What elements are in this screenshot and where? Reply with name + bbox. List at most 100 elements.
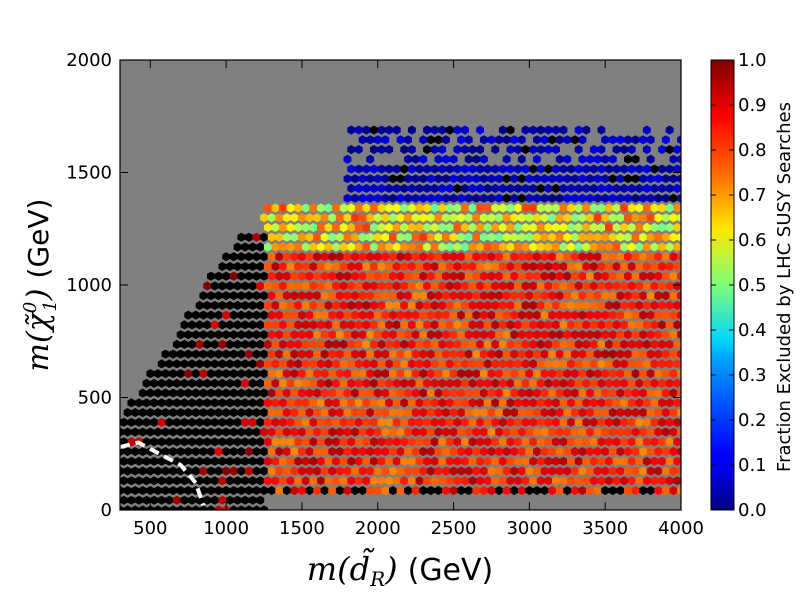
hex-bin: [423, 164, 431, 174]
hex-bin: [646, 447, 655, 457]
hex-bin: [222, 466, 231, 476]
hex-bin: [188, 417, 196, 427]
hex-bin: [362, 398, 371, 408]
hex-bin: [309, 300, 318, 310]
hex-bin: [150, 378, 159, 388]
hex-bin: [229, 447, 238, 457]
hex-bin: [154, 505, 162, 510]
hex-bin: [218, 476, 227, 486]
hex-bin: [404, 252, 412, 262]
hex-bin: [180, 378, 189, 388]
hex-bin: [396, 427, 405, 437]
hex-bin: [661, 486, 670, 496]
hex-bin: [605, 378, 613, 388]
hex-bin: [161, 466, 170, 476]
hex-bin: [567, 339, 575, 349]
hex-bin: [658, 281, 666, 291]
x-tick-label: 3500: [582, 518, 628, 539]
hex-bin: [498, 456, 507, 466]
hex-bin: [658, 222, 666, 232]
hex-bin: [279, 320, 287, 330]
hex-bin: [514, 476, 522, 486]
hex-bin: [646, 291, 655, 301]
hex-bin: [434, 486, 443, 496]
hex-bin: [237, 310, 246, 320]
hex-bin: [218, 398, 227, 408]
hex-bin: [392, 359, 401, 369]
hex-bin: [646, 135, 655, 145]
hex-bin: [279, 281, 287, 291]
hex-bin: [324, 339, 333, 349]
hex-bin: [157, 456, 166, 466]
hex-bin: [351, 427, 359, 437]
hex-bin: [665, 378, 674, 388]
hex-bin: [404, 330, 412, 340]
hex-bin: [267, 486, 276, 496]
hex-bin: [608, 174, 617, 184]
hex-bin: [207, 408, 215, 418]
hex-bin: [552, 125, 560, 135]
hex-bin: [586, 466, 594, 476]
hex-bin: [188, 495, 196, 505]
hex-bin: [298, 271, 306, 281]
hex-bin: [324, 476, 333, 486]
hex-bin: [544, 320, 553, 330]
hex-bin: [612, 222, 621, 232]
hex-bin: [339, 281, 348, 291]
hex-bin: [567, 242, 575, 252]
hex-bin: [483, 359, 492, 369]
hex-bin: [639, 310, 647, 320]
hex-bin: [370, 300, 378, 310]
hex-bin: [237, 408, 246, 418]
hex-bin: [237, 369, 246, 379]
hex-bin: [407, 300, 416, 310]
hex-bin: [453, 125, 462, 135]
hex-bin: [514, 222, 522, 232]
hex-bin: [226, 398, 234, 408]
hex-bin: [548, 349, 557, 359]
hex-bin: [646, 388, 655, 398]
hex-bin: [195, 437, 204, 447]
hex-bin: [582, 417, 591, 427]
hex-bin: [533, 291, 541, 301]
hex-bin: [222, 427, 231, 437]
hexbin-layer: [120, 125, 681, 510]
hex-bin: [396, 369, 405, 379]
hex-bin: [567, 222, 575, 232]
hex-bin: [275, 388, 284, 398]
hex-bin: [298, 388, 306, 398]
hex-bin: [453, 417, 462, 427]
hex-bin: [426, 310, 435, 320]
hex-bin: [472, 291, 481, 301]
hex-bin: [654, 330, 663, 340]
hex-bin: [343, 252, 352, 262]
hex-bin: [180, 456, 189, 466]
hex-bin: [654, 252, 663, 262]
hex-bin: [146, 388, 155, 398]
hex-bin: [612, 281, 621, 291]
hex-bin: [381, 193, 390, 203]
hex-bin: [313, 408, 322, 418]
hex-bin: [358, 291, 367, 301]
hex-bin: [544, 145, 553, 155]
hex-bin: [241, 359, 249, 369]
hex-bin: [229, 271, 238, 281]
hex-bin: [188, 456, 196, 466]
hex-bin: [165, 359, 174, 369]
hex-bin: [248, 456, 257, 466]
hex-bin: [627, 261, 636, 271]
hex-bin: [203, 300, 212, 310]
hex-bin: [589, 339, 598, 349]
hex-bin: [241, 417, 249, 427]
hex-bin: [517, 408, 526, 418]
hex-bin: [555, 135, 564, 145]
hex-bin: [540, 427, 549, 437]
hex-bin: [589, 242, 598, 252]
hex-bin: [426, 135, 435, 145]
hex-bin: [552, 203, 560, 213]
hex-bin: [544, 203, 553, 213]
hex-bin: [358, 388, 367, 398]
hex-bin: [536, 183, 545, 193]
hex-bin: [521, 125, 530, 135]
hex-bin: [339, 437, 348, 447]
